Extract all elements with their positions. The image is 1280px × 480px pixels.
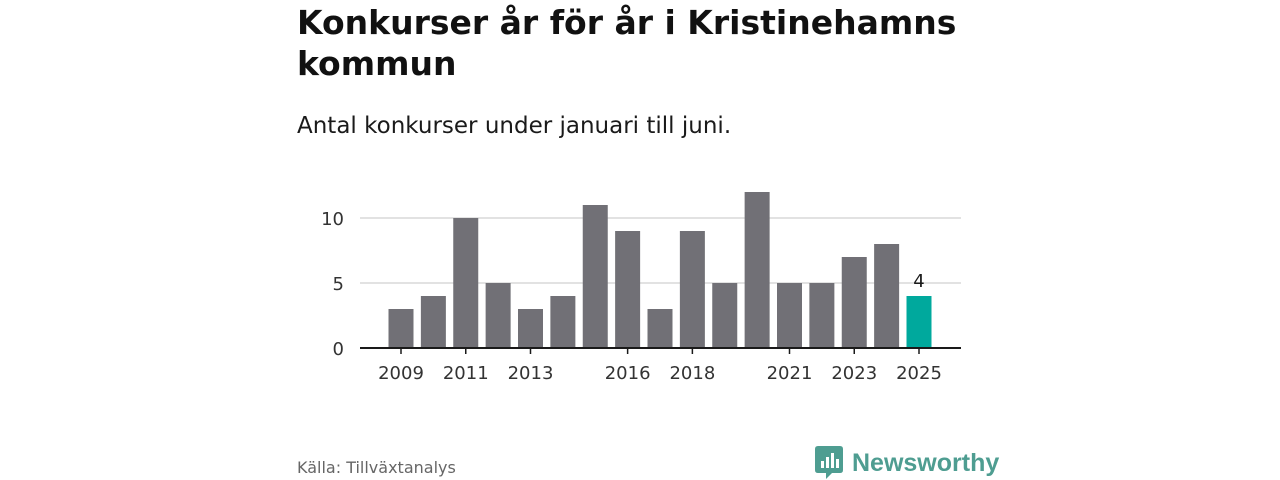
data-label: 4: [913, 271, 924, 292]
newsworthy-bar-chart-icon: [815, 446, 843, 479]
chart-subtitle: Antal konkurser under januari till juni.: [297, 113, 732, 139]
y-tick-label: 0: [333, 339, 344, 360]
brand-name: Newsworthy: [852, 449, 1000, 477]
bar-2010: [420, 296, 446, 348]
bar-2016: [615, 231, 641, 348]
bar-2017: [647, 309, 673, 348]
bar-2021: [777, 283, 802, 348]
x-tick-label: 2023: [831, 363, 877, 384]
bar-2011: [453, 218, 479, 348]
x-tick-label: 2013: [508, 363, 554, 384]
x-tick-label: 2025: [896, 363, 942, 384]
bar-2012: [485, 283, 511, 348]
x-tick-label: 2018: [669, 363, 715, 384]
bar-2023: [841, 257, 867, 348]
x-tick-label: 2021: [767, 363, 813, 384]
bar-2022: [809, 283, 835, 348]
bar-2019: [712, 283, 738, 348]
x-tick-label: 2009: [378, 363, 424, 384]
bar-2024: [874, 244, 900, 348]
x-tick-label: 2016: [605, 363, 651, 384]
bar-2009: [388, 309, 414, 348]
y-tick-label: 10: [321, 209, 344, 230]
bar-2014: [550, 296, 576, 348]
source-note: Källa: Tillväxtanalys: [297, 458, 456, 477]
chart-title: Konkurser år för år i Kristinehamns komm…: [297, 3, 957, 83]
bar-2015: [582, 205, 608, 348]
bar-2020: [744, 192, 770, 348]
bar-2018: [679, 231, 705, 348]
bar-2013: [518, 309, 543, 348]
bar-2025: [906, 296, 932, 348]
brand-logo: Newsworthy: [815, 446, 999, 480]
y-tick-label: 5: [333, 274, 344, 295]
x-tick-label: 2011: [443, 363, 489, 384]
